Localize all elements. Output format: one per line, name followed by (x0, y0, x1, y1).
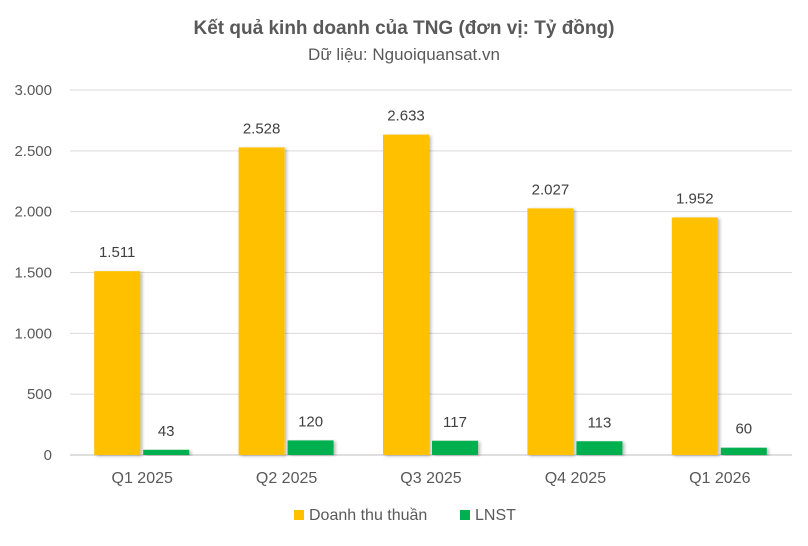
bar-lnst (287, 440, 334, 455)
data-label: 1.511 (99, 244, 135, 261)
x-tick-label: Q4 2025 (545, 470, 606, 487)
data-labels: 1.511 2.528 2.633 2.027 1.952 43 120 117 113 60 (99, 108, 752, 440)
bar-doanh-thu-thuan (238, 147, 285, 455)
data-label: 43 (158, 423, 175, 440)
legend-swatch (460, 510, 470, 520)
y-tick-label: 500 (27, 386, 52, 403)
y-axis-tick-labels: 0 500 1.000 1.500 2.000 2.500 3.000 (14, 82, 52, 464)
data-label: 113 (587, 414, 611, 431)
y-tick-label: 1.000 (14, 325, 52, 342)
y-tick-label: 2.000 (14, 204, 52, 221)
bar-lnst (143, 449, 190, 455)
gridlines (70, 89, 792, 456)
x-tick-label: Q2 2025 (256, 470, 317, 487)
bar-doanh-thu-thuan (94, 271, 141, 455)
y-tick-label: 2.500 (14, 143, 52, 160)
bar-lnst (432, 440, 478, 455)
x-tick-label: Q1 2026 (689, 470, 750, 487)
data-label: 1.952 (676, 191, 714, 208)
data-label: 2.528 (243, 120, 281, 137)
data-label: 120 (298, 413, 323, 430)
y-tick-label: 1.500 (14, 265, 52, 282)
data-label: 2.633 (387, 108, 425, 125)
y-tick-label: 3.000 (14, 82, 52, 99)
data-label: 2.027 (532, 181, 570, 198)
bars (94, 134, 767, 455)
bar-lnst (576, 441, 623, 455)
chart-title: Kết quả kinh doanh của TNG (đơn vị: Tỷ đ… (194, 18, 615, 39)
chart-subtitle: Dữ liệu: Nguoiquansat.vn (308, 45, 500, 64)
data-label: 60 (735, 421, 752, 438)
x-axis-tick-labels: Q1 2025 Q2 2025 Q3 2025 Q4 2025 Q1 2026 (112, 470, 751, 487)
data-label: 117 (443, 414, 467, 431)
legend-label: Doanh thu thuần (309, 507, 427, 524)
legend-swatch (294, 510, 304, 520)
y-tick-label: 0 (44, 447, 52, 464)
bar-lnst (720, 447, 767, 455)
x-tick-label: Q3 2025 (400, 470, 461, 487)
bar-doanh-thu-thuan (383, 134, 429, 455)
bar-doanh-thu-thuan (671, 217, 718, 455)
x-tick-label: Q1 2025 (112, 470, 173, 487)
bar-doanh-thu-thuan (527, 208, 574, 455)
legend-label: LNST (475, 507, 516, 524)
legend: Doanh thu thuần LNST (294, 507, 516, 524)
